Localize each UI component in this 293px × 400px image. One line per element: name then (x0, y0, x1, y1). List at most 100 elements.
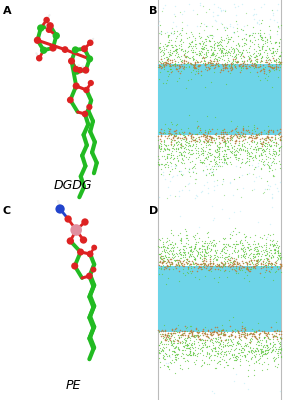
Point (169, 332, 174, 339)
Point (160, 328, 165, 334)
Point (176, 141, 181, 147)
Point (170, 244, 174, 250)
Point (253, 253, 258, 259)
Point (242, 253, 246, 260)
Point (189, 332, 194, 338)
Point (248, 242, 252, 249)
Point (270, 333, 275, 339)
Point (221, 261, 226, 268)
Point (177, 65, 182, 72)
Point (256, 64, 261, 70)
Point (214, 240, 219, 246)
Point (219, 156, 223, 162)
Point (212, 236, 216, 243)
Point (193, 256, 197, 262)
Point (189, 54, 194, 60)
Point (204, 264, 209, 271)
Point (166, 151, 171, 158)
Point (215, 247, 220, 254)
Point (255, 139, 260, 145)
Point (267, 249, 272, 255)
Point (242, 268, 247, 275)
Point (168, 240, 172, 247)
Point (160, 348, 165, 354)
Point (263, 332, 268, 338)
Point (178, 261, 183, 268)
Point (180, 18, 185, 25)
Point (179, 150, 183, 156)
Point (234, 45, 238, 52)
Point (266, 163, 271, 170)
Point (206, 334, 210, 340)
Point (206, 154, 211, 160)
Point (191, 345, 195, 351)
Point (245, 154, 249, 161)
Point (277, 151, 281, 158)
Point (176, 334, 181, 341)
Point (278, 133, 283, 139)
Point (262, 328, 267, 334)
Point (183, 254, 188, 260)
Point (251, 133, 255, 139)
Point (207, 65, 211, 72)
Point (182, 344, 187, 350)
Point (236, 248, 240, 254)
Point (187, 349, 192, 355)
Point (164, 153, 169, 159)
Point (270, 127, 275, 134)
Point (267, 31, 272, 37)
Point (188, 173, 192, 179)
Point (272, 241, 277, 248)
Point (205, 246, 209, 252)
Point (236, 350, 240, 356)
Point (221, 352, 226, 359)
Point (257, 52, 262, 58)
Point (251, 252, 256, 259)
Point (255, 56, 259, 62)
Point (261, 162, 266, 168)
Point (247, 156, 251, 162)
Point (173, 354, 177, 360)
Point (182, 60, 187, 66)
Point (247, 278, 251, 284)
Point (204, 150, 209, 157)
Point (192, 234, 197, 240)
Point (214, 42, 219, 48)
Point (217, 263, 222, 270)
Point (178, 64, 183, 70)
Point (212, 53, 217, 59)
Point (277, 67, 282, 74)
Point (229, 128, 233, 134)
Point (165, 257, 170, 263)
Point (206, 38, 211, 44)
Point (271, 277, 276, 283)
Point (233, 241, 238, 247)
Point (221, 178, 225, 184)
Point (279, 261, 284, 268)
Point (165, 56, 170, 63)
Point (258, 145, 262, 152)
Point (261, 42, 265, 49)
Point (262, 330, 267, 336)
Point (178, 56, 183, 62)
Point (253, 244, 258, 250)
Point (192, 62, 196, 69)
Point (187, 344, 192, 351)
Point (200, 336, 204, 342)
Point (278, 250, 282, 256)
Point (227, 257, 232, 263)
Point (244, 127, 248, 134)
Point (158, 259, 163, 266)
Point (259, 261, 263, 267)
Point (182, 58, 187, 64)
Point (160, 256, 164, 262)
Point (184, 85, 188, 92)
Point (158, 331, 163, 337)
Point (278, 349, 282, 355)
Point (229, 342, 233, 348)
Point (202, 260, 206, 266)
Point (223, 137, 228, 144)
Point (201, 60, 205, 66)
Point (160, 271, 164, 278)
Point (222, 330, 227, 337)
